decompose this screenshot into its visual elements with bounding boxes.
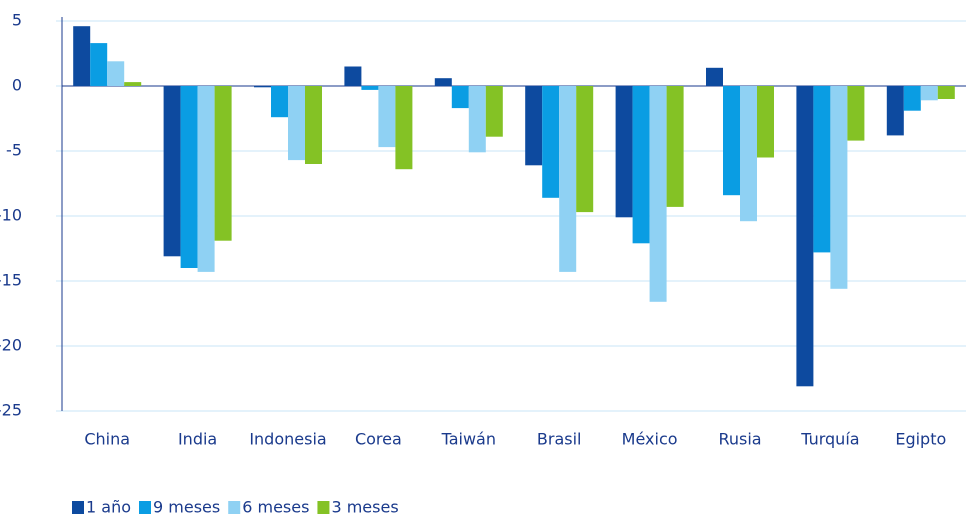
- bar: [559, 86, 577, 272]
- bar: [485, 86, 503, 137]
- bar: [361, 86, 379, 90]
- bar: [197, 86, 215, 272]
- bar: [649, 86, 667, 302]
- bar: [73, 26, 91, 86]
- bar: [288, 86, 305, 161]
- legend-swatch: [317, 501, 330, 514]
- x-tick-label: Turquía: [800, 430, 859, 449]
- x-tick-label: Indonesia: [249, 430, 326, 449]
- bar: [468, 86, 486, 153]
- bar: [576, 86, 594, 213]
- y-tick-label: -15: [0, 271, 22, 290]
- bar: [434, 78, 452, 86]
- bar: [214, 86, 232, 241]
- legend-swatch: [228, 501, 241, 514]
- bar: [813, 86, 831, 253]
- bar: [395, 86, 413, 170]
- y-tick-label: 0: [12, 76, 22, 95]
- x-tick-label: Corea: [355, 430, 402, 449]
- bar: [886, 86, 904, 136]
- bar: [632, 86, 650, 244]
- y-tick-label: 5: [12, 11, 22, 30]
- bar: [723, 86, 740, 196]
- bar: [706, 67, 723, 86]
- bar: [937, 86, 955, 99]
- y-tick-label: -25: [0, 401, 22, 420]
- legend-label: 6 meses: [242, 498, 309, 516]
- bar: [847, 86, 865, 141]
- bar: [830, 86, 848, 289]
- bar: [666, 86, 684, 207]
- bar: [542, 86, 560, 198]
- bar: [757, 86, 774, 158]
- bar: [525, 86, 543, 166]
- legend-swatch: [139, 501, 151, 514]
- bar: [180, 86, 198, 268]
- bar: [615, 86, 633, 218]
- bar: [254, 86, 271, 88]
- y-tick-label: -20: [0, 336, 22, 355]
- bar: [378, 86, 396, 148]
- bar: [903, 86, 921, 111]
- legend-label: 3 meses: [331, 498, 398, 516]
- bar: [344, 66, 362, 86]
- legend-swatch: [72, 501, 84, 514]
- bar: [271, 86, 288, 118]
- legend-label: 1 año: [86, 498, 131, 516]
- x-tick-label: India: [178, 430, 217, 449]
- x-tick-label: Brasil: [537, 430, 582, 449]
- legend-label: 9 meses: [153, 498, 220, 516]
- y-tick-label: -10: [0, 206, 22, 225]
- bar: [920, 86, 938, 101]
- bar: [451, 86, 469, 109]
- bar: [305, 86, 322, 164]
- x-tick-label: México: [622, 430, 678, 449]
- bar: [163, 86, 181, 257]
- bar: [740, 86, 757, 222]
- bar: [90, 43, 108, 86]
- x-tick-label: Taiwán: [441, 430, 496, 449]
- bar: [796, 86, 814, 387]
- y-tick-label: -5: [6, 141, 22, 160]
- bar: [124, 82, 142, 86]
- x-tick-label: Rusia: [718, 430, 761, 449]
- bar: [107, 61, 125, 86]
- x-tick-label: Egipto: [895, 430, 946, 449]
- x-tick-label: China: [84, 430, 130, 449]
